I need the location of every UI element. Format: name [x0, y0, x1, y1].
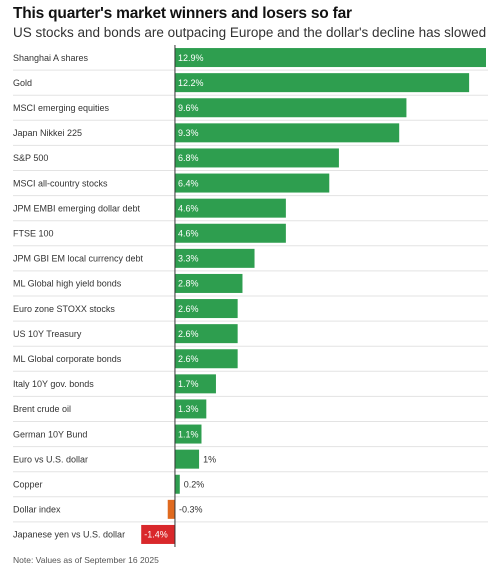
bar	[174, 299, 238, 319]
value-label: 6.4%	[178, 178, 199, 188]
category-label: Euro zone STOXX stocks	[13, 304, 115, 314]
value-label: -1.4%	[144, 530, 168, 540]
value-label: 12.9%	[178, 53, 204, 63]
category-label: Shanghai A shares	[13, 53, 89, 63]
bar	[174, 273, 243, 293]
bar	[167, 499, 175, 519]
chart-note: Note: Values as of September 16 2025	[13, 555, 159, 565]
value-label: 1.7%	[178, 379, 199, 389]
category-label: Gold	[13, 78, 32, 88]
bar-chart: Shanghai A shares 12.9% Gold 12.2% MSCI emer…	[13, 45, 488, 547]
category-label: MSCI emerging equities	[13, 103, 110, 113]
bar	[174, 399, 207, 419]
chart-subtitle: US stocks and bonds are outpacing Europe…	[13, 25, 487, 40]
value-label: 9.6%	[178, 103, 199, 113]
category-label: German 10Y Bund	[13, 429, 87, 439]
bar	[174, 449, 200, 469]
value-label: 3.3%	[178, 254, 199, 264]
category-label: Brent crude oil	[13, 404, 71, 414]
bar	[174, 98, 407, 118]
bar	[174, 349, 238, 369]
category-label: JPM GBI EM local currency debt	[13, 254, 144, 264]
bar	[174, 48, 486, 68]
bar	[174, 474, 180, 494]
value-label: -0.3%	[179, 505, 203, 515]
category-label: FTSE 100	[13, 228, 54, 238]
category-label: Japan Nikkei 225	[13, 128, 82, 138]
category-label: US 10Y Treasury	[13, 329, 82, 339]
category-label: ML Global high yield bonds	[13, 279, 122, 289]
bar	[174, 324, 238, 344]
value-label: 4.6%	[178, 228, 199, 238]
value-label: 2.6%	[178, 329, 199, 339]
bar	[174, 223, 286, 243]
category-label: Copper	[13, 479, 43, 489]
category-label: Euro vs U.S. dollar	[13, 454, 88, 464]
bar	[174, 374, 216, 394]
value-label: 9.3%	[178, 128, 199, 138]
category-label: MSCI all-country stocks	[13, 178, 108, 188]
bar	[141, 524, 175, 544]
chart-title: This quarter's market winners and losers…	[13, 5, 352, 22]
value-label: 2.6%	[178, 304, 199, 314]
value-label: 1.1%	[178, 429, 199, 439]
bar	[174, 148, 339, 168]
value-label: 1.3%	[178, 404, 199, 414]
value-label: 1%	[203, 454, 216, 464]
category-label: Italy 10Y gov. bonds	[13, 379, 94, 389]
category-label: JPM EMBI emerging dollar debt	[13, 203, 141, 213]
value-label: 6.8%	[178, 153, 199, 163]
bar	[174, 173, 330, 193]
category-label: Dollar index	[13, 505, 61, 515]
category-label: ML Global corporate bonds	[13, 354, 122, 364]
value-label: 4.6%	[178, 203, 199, 213]
bar	[174, 123, 400, 143]
bar	[174, 248, 255, 268]
value-label: 2.6%	[178, 354, 199, 364]
value-label: 2.8%	[178, 279, 199, 289]
category-label: Japanese yen vs U.S. dollar	[13, 530, 125, 540]
value-label: 12.2%	[178, 78, 204, 88]
bar	[174, 73, 470, 93]
bar	[174, 198, 286, 218]
value-label: 0.2%	[184, 479, 205, 489]
category-label: S&P 500	[13, 153, 48, 163]
bar	[174, 424, 202, 444]
